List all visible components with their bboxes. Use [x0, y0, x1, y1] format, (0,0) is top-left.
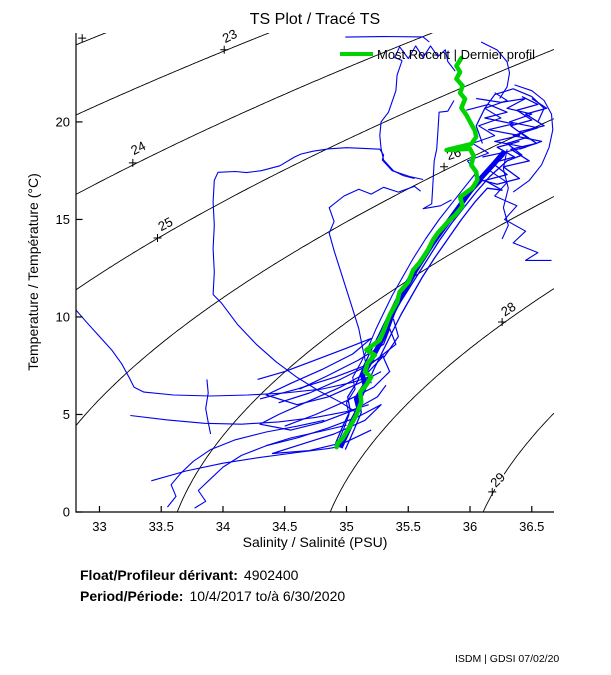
profile-line-14: [394, 45, 456, 72]
contour-label-marker: [128, 158, 137, 167]
period-line: Period/Période: 10/4/2017 to/à 6/30/2020: [80, 588, 345, 604]
isopycnal-label-23: 23: [220, 26, 240, 46]
most-recent-profile-line: [334, 55, 480, 450]
x-tick-label: 35: [339, 519, 353, 534]
period-value: 10/4/2017 to/à 6/30/2020: [189, 588, 345, 604]
y-tick-label: 10: [56, 309, 70, 324]
x-tick-label: 34.5: [272, 519, 297, 534]
isopycnal-26: [76, 118, 554, 426]
profile-line-1: [344, 96, 539, 450]
profile-line-9: [489, 154, 552, 261]
profile-line-16: [422, 100, 455, 210]
y-tick-label: 15: [56, 212, 70, 227]
profile-line-23: [130, 404, 369, 425]
isopycnal-contours: [76, 33, 554, 512]
x-tick-label: 33: [92, 519, 106, 534]
y-tick-label: 5: [63, 407, 70, 422]
isopycnal-label-25: 25: [156, 214, 176, 234]
x-tick-label: 34: [216, 519, 230, 534]
profile-line-19: [259, 355, 387, 431]
profile-line-5: [512, 84, 554, 193]
contour-label-marker: [153, 233, 162, 242]
axes: 33 33.5 34 34.5 35 35.5 36 36.5 0 5 10 15 20: [56, 33, 554, 534]
profile-line-18: [480, 41, 511, 99]
credit-text: ISDM | GDSI 07/02/20: [455, 653, 559, 665]
profile-line-10: [501, 149, 509, 240]
isopycnal-25: [76, 49, 554, 291]
isopycnal-29: [482, 412, 554, 512]
profile-line-6: [466, 103, 527, 158]
x-axis-label: Salinity / Salinité (PSU): [243, 534, 388, 550]
plot-title: TS Plot / Tracé TS: [250, 11, 380, 28]
contour-label-marker: [440, 162, 449, 171]
profile-line-22: [76, 309, 374, 397]
profile-line-13: [379, 60, 415, 180]
isopycnal-label-24: 24: [128, 138, 148, 158]
isopycnal-23: [76, 33, 270, 116]
isopycnal-22: [76, 33, 107, 46]
profile-line-21: [257, 337, 382, 406]
profile-line-15: [345, 35, 430, 43]
isopycnal-27: [176, 196, 554, 512]
y-axis-label: Temperature / Température (°C): [25, 173, 41, 371]
profile-line-12: [212, 294, 357, 413]
legend: Most Recent | Dernier profil: [340, 47, 535, 62]
isopycnal-label-28: 28: [498, 299, 518, 319]
legend-label: Most Recent | Dernier profil: [377, 47, 535, 62]
y-tick-label: 20: [56, 114, 70, 129]
x-tick-label: 33.5: [149, 519, 174, 534]
isopycnal-24: [76, 33, 434, 195]
float-id-line: Float/Profileur dérivant: 4902400: [80, 567, 299, 583]
contour-label-marker: [498, 318, 507, 327]
float-id-label: Float/Profileur dérivant:: [80, 567, 238, 583]
y-tick-label: 0: [63, 505, 70, 520]
period-label: Period/Période:: [80, 588, 183, 604]
profile-line-24: [166, 419, 325, 508]
profile-line-27: [205, 379, 212, 435]
profile-line-17: [328, 185, 421, 384]
profile-line-26: [151, 446, 340, 482]
contour-label-marker: [488, 487, 497, 496]
profile-line-7: [476, 97, 543, 150]
contour-label-marker: [220, 45, 229, 54]
x-tick-label: 36.5: [519, 519, 544, 534]
x-tick-label: 35.5: [396, 519, 421, 534]
most-recent-profile-path: [334, 55, 480, 450]
isopycnal-28: [329, 288, 554, 512]
profile-line-11: [212, 147, 424, 295]
x-tick-label: 36: [463, 519, 477, 534]
contour-label-marker: [78, 34, 87, 43]
profile-line-28: [278, 328, 397, 404]
float-id-value: 4902400: [244, 567, 299, 583]
profile-line-8: [475, 88, 545, 144]
profile-line-29: [284, 318, 399, 427]
profile-line-3: [342, 140, 520, 443]
profile-lines: [76, 35, 554, 509]
